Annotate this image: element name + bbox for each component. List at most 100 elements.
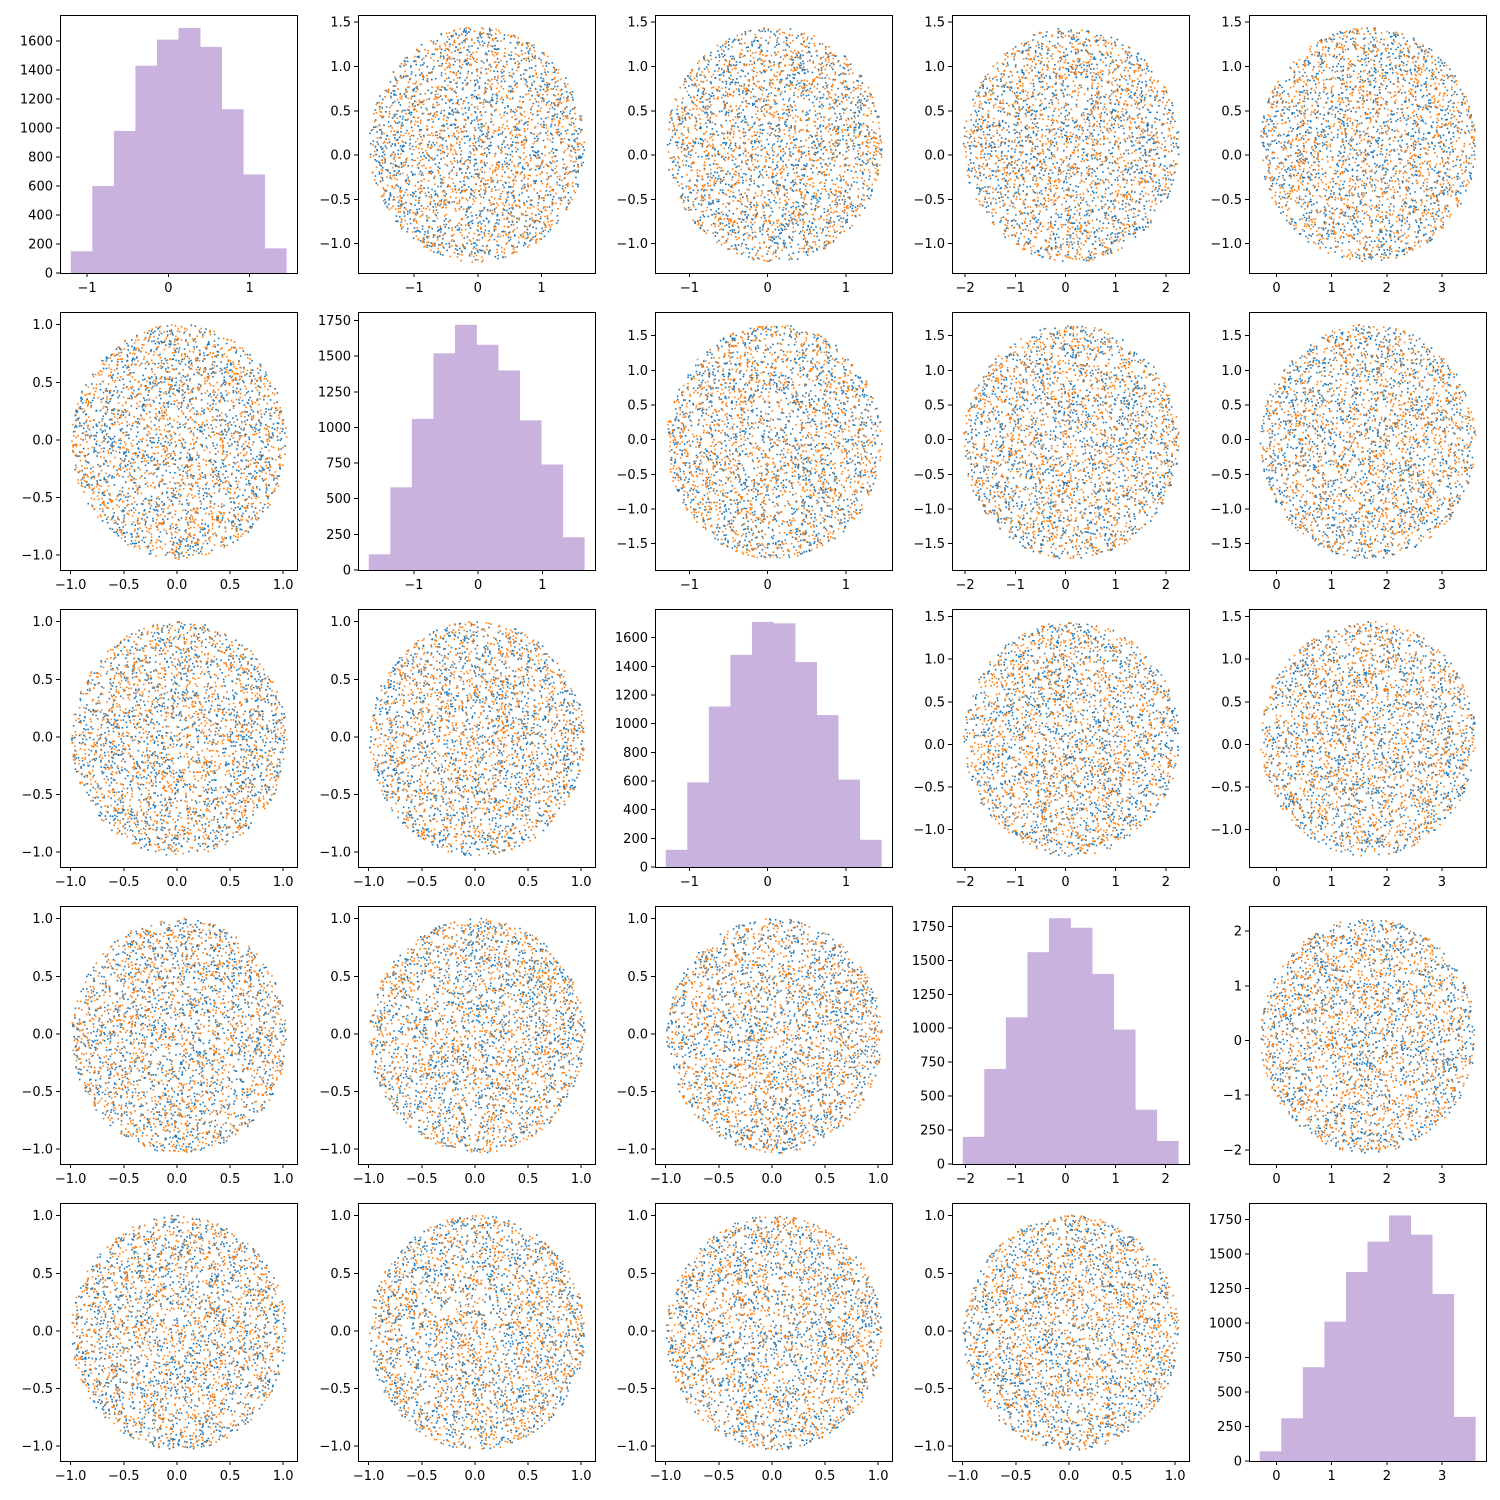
y-tick-label: 0.5	[330, 970, 351, 985]
y-tick-label: −1.0	[1210, 237, 1242, 252]
x-tick-label: 0.5	[220, 578, 241, 593]
y-tick-label: −0.5	[616, 468, 648, 483]
y-tick-label: −1.0	[319, 1143, 351, 1158]
axes-frame	[60, 906, 298, 1165]
scatter-marks	[962, 28, 1180, 262]
y-tick-label: 800	[28, 151, 53, 166]
x-tick-label: 1.0	[571, 875, 592, 890]
x-tick-label: 0.0	[762, 1469, 783, 1484]
y-tick-label: 1.0	[330, 60, 351, 75]
x-tick-label: 1	[1328, 875, 1336, 890]
x-tick-label: 0	[1272, 1469, 1280, 1484]
x-tick-label: −1	[404, 281, 423, 296]
x-tick-label: −1	[404, 578, 423, 593]
y-tick-label: 0	[343, 564, 351, 579]
y-tick-label: 1000	[20, 122, 53, 137]
x-tick-label: −1	[1006, 1172, 1025, 1187]
y-tick-label: 1.0	[330, 912, 351, 927]
x-tick-label: 0.0	[167, 875, 188, 890]
axes-frame	[60, 15, 298, 274]
x-tick-label: 1	[1328, 281, 1336, 296]
panel-r0-c4: 0 1 2 3 −1.0 −0.5 0.0 0.5 1.0 1.5	[1210, 15, 1487, 296]
y-tick-label: 0.5	[32, 970, 53, 985]
axes-frame	[655, 609, 893, 868]
y-tick-label: 400	[28, 209, 53, 224]
histogram-bar	[541, 464, 564, 570]
y-tick-label: 1500	[1209, 1248, 1242, 1263]
x-tick-label: 1.0	[273, 1469, 294, 1484]
x-tick-label: −1.0	[650, 1469, 682, 1484]
plot-area	[666, 27, 883, 262]
scatter-marks	[666, 28, 883, 262]
panel-r3-c2: −1.0 −0.5 0.0 0.5 1.0 −1.0 −0.5 0.0 0.5 1.0	[616, 906, 893, 1187]
panel-r1-c1: −1 0 1 0 250 500 750 1000 1250 1500 1750	[318, 312, 596, 593]
y-tick-label: 0.5	[32, 673, 53, 688]
histogram-bar	[1048, 918, 1071, 1164]
y-tick-label: −0.5	[913, 193, 945, 208]
scatter-marks	[962, 1215, 1180, 1450]
y-tick-label: 1000	[912, 1022, 945, 1037]
panel-r2-c1: −1.0 −0.5 0.0 0.5 1.0 −1.0 −0.5 0.0 0.5 1.0	[319, 609, 596, 890]
y-tick-label: 1.5	[924, 610, 945, 625]
panel-r4-c1: −1.0 −0.5 0.0 0.5 1.0 −1.0 −0.5 0.0 0.5 1.0	[319, 1203, 596, 1484]
y-tick-label: 500	[1217, 1386, 1242, 1401]
histogram-bar	[411, 418, 434, 570]
y-tick-label: −1.0	[913, 502, 945, 517]
scatter-marks	[1260, 920, 1476, 1154]
x-tick-label: −1	[680, 578, 699, 593]
scatter-marks	[667, 325, 883, 559]
series-b-points	[71, 917, 286, 1154]
y-tick-label: 1.0	[32, 1209, 53, 1224]
histogram-bar	[1302, 1367, 1325, 1461]
x-tick-label: 0.5	[518, 1172, 539, 1187]
y-tick-label: 1.0	[627, 1209, 648, 1224]
series-a-points	[370, 1215, 585, 1450]
series-b-points	[1260, 27, 1476, 263]
x-tick-label: 3	[1438, 281, 1446, 296]
histogram-bar	[816, 715, 839, 867]
x-tick-label: 3	[1438, 578, 1446, 593]
y-tick-label: 0.0	[330, 1324, 351, 1339]
y-tick-label: 800	[623, 746, 648, 761]
y-tick-label: 0.0	[924, 1324, 945, 1339]
histogram-bar	[519, 420, 542, 570]
y-tick-label: 1500	[318, 350, 351, 365]
x-tick-label: 1	[1328, 578, 1336, 593]
x-tick-label: 2	[1383, 281, 1391, 296]
y-tick-label: 0.5	[330, 104, 351, 119]
x-tick-label: −1.0	[55, 1469, 87, 1484]
y-tick-label: 1.5	[1221, 610, 1242, 625]
scatter-marks	[963, 622, 1177, 855]
y-tick-label: 0.5	[924, 398, 945, 413]
y-tick-label: 1.5	[1221, 329, 1242, 344]
y-tick-label: 0.5	[330, 673, 351, 688]
x-tick-label: 1	[537, 281, 545, 296]
y-tick-label: 250	[920, 1124, 945, 1139]
histogram-bar	[390, 487, 413, 570]
x-tick-label: −2	[955, 875, 974, 890]
histogram-bar	[92, 186, 115, 273]
y-tick-label: 0.0	[1221, 433, 1242, 448]
axes-frame	[60, 609, 298, 868]
x-tick-label: −1.0	[650, 1172, 682, 1187]
scatter-marks	[1261, 621, 1476, 856]
scatter-marks	[665, 1216, 882, 1451]
y-tick-label: 0.0	[1221, 738, 1242, 753]
histogram-bar	[264, 248, 287, 273]
y-tick-label: 0.0	[1221, 149, 1242, 164]
x-tick-label: 1.0	[571, 1469, 592, 1484]
x-tick-label: 1	[842, 875, 850, 890]
axes-frame	[655, 1203, 893, 1462]
histogram-bar	[795, 662, 817, 867]
axes-frame	[1249, 312, 1487, 571]
scatter-marks	[71, 324, 288, 560]
y-tick-label: 1.0	[627, 60, 648, 75]
y-tick-label: −0.5	[21, 1085, 53, 1100]
x-tick-label: −1.0	[55, 578, 87, 593]
series-a-points	[963, 622, 1180, 857]
axes-frame	[1249, 609, 1487, 868]
histogram-bar	[1410, 1234, 1433, 1461]
series-a-points	[665, 1216, 882, 1451]
axes-frame	[1249, 1203, 1487, 1462]
series-a-points	[72, 919, 287, 1153]
